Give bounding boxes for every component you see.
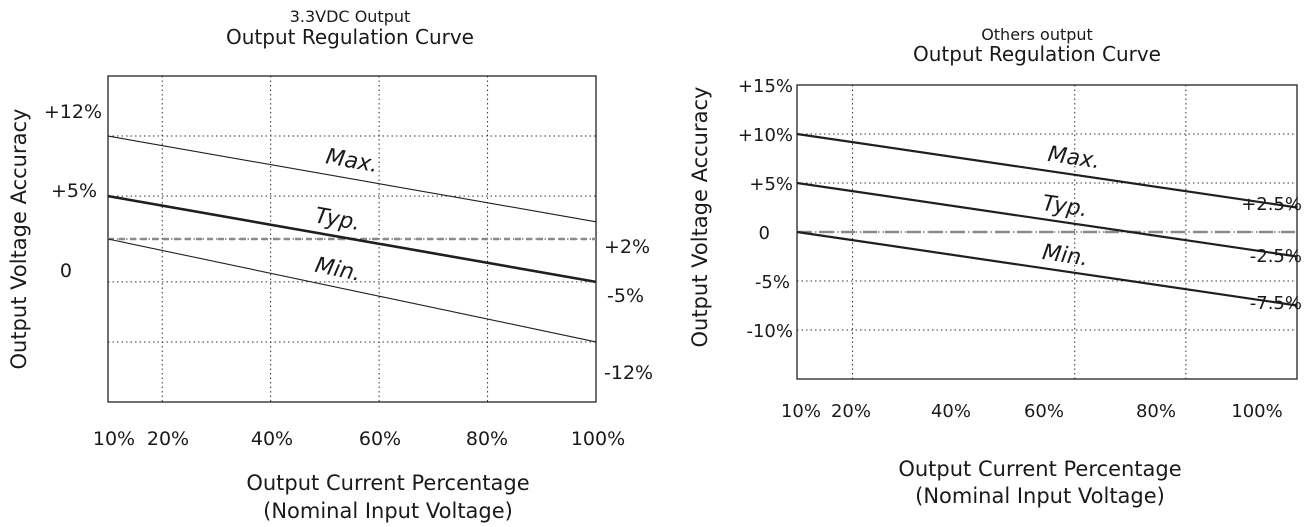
chart2-right-label-max: +2.5% [1241, 194, 1302, 215]
series-line-max [107, 135, 597, 223]
chart2-y-tick-label: +15% [738, 76, 793, 97]
chart2-title-line1: Others output [981, 25, 1093, 44]
chart1-x-tick-label: 20% [147, 428, 189, 450]
series-line-min [796, 230, 1298, 307]
chart2-y-tick-label: +5% [749, 174, 793, 195]
chart2-y-tick-label: 0 [759, 223, 770, 244]
chart2-x-tick-label: 40% [931, 401, 971, 422]
series-line-min [107, 238, 597, 343]
chart2-x-tick-label: 60% [1024, 401, 1064, 422]
chart1-right-label-max: +2% [604, 236, 650, 258]
series-label-max: Max. [324, 144, 380, 178]
chart1-x-tick-label: 80% [466, 428, 508, 450]
chart2-title-line2: Output Regulation Curve [913, 42, 1161, 66]
series-label-typ: Typ. [313, 204, 362, 237]
chart2-x-axis-label-line1: Output Current Percentage [898, 457, 1181, 481]
chart1-y-tick-label: +5% [51, 180, 97, 202]
chart2-x-tick-label: 80% [1136, 401, 1176, 422]
chart2-x-tick-label: 10% [781, 401, 821, 422]
chart1-x-tick-label: 10% [93, 428, 135, 450]
series-label-max: Max. [1046, 142, 1102, 174]
chart2-x-tick-label: 20% [831, 401, 871, 422]
series-label-min: Min. [1041, 240, 1090, 271]
series-line-typ [107, 194, 597, 284]
chart2-y-tick-label: +10% [738, 125, 793, 146]
chart2-x-tick-label: 100% [1231, 401, 1282, 422]
chart1-x-axis-label-line2: (Nominal Input Voltage) [263, 499, 513, 523]
chart1-y-axis-label: Output Voltage Accuracy [7, 109, 31, 370]
chart2-y-axis-label: Output Voltage Accuracy [688, 87, 712, 348]
chart1-title-line2: Output Regulation Curve [226, 25, 474, 49]
chart2-right-label-min: -7.5% [1250, 293, 1302, 314]
chart-others-output: Others output Output Regulation Curve Ma… [688, 25, 1302, 508]
chart2-x-axis-label-line2: (Nominal Input Voltage) [915, 484, 1165, 508]
chart2-right-label-typ: -2.5% [1250, 246, 1302, 267]
chart1-x-axis-label-line1: Output Current Percentage [246, 471, 529, 495]
chart1-right-label-typ: -5% [607, 285, 644, 307]
chart2-series: Max. Typ. Min. [796, 132, 1298, 307]
chart1-title-line1: 3.3VDC Output [290, 7, 411, 26]
chart2-y-tick-label: -5% [755, 272, 790, 293]
series-line-typ [796, 181, 1298, 258]
chart1-y-tick-label: +12% [44, 101, 102, 123]
series-line-max [796, 132, 1298, 209]
chart1-y-tick-label: 0 [60, 260, 72, 282]
chart1-x-tick-label: 100% [571, 428, 625, 450]
chart1-right-label-min: -12% [604, 362, 653, 384]
chart2-y-tick-label: -10% [746, 321, 793, 342]
chart-3v3-output: 3.3VDC Output Output Regulation Curve Ma… [7, 7, 653, 523]
chart1-x-tick-label: 40% [251, 428, 293, 450]
chart1-x-tick-label: 60% [359, 428, 401, 450]
series-label-typ: Typ. [1041, 191, 1090, 222]
